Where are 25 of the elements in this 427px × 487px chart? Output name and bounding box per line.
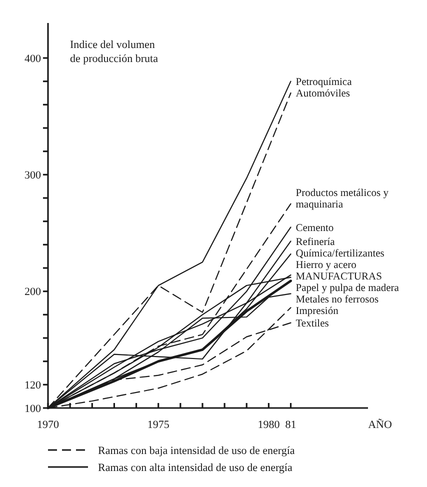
x-tick-label: 1980 bbox=[258, 419, 280, 431]
x-tick-label: 81 bbox=[285, 419, 296, 431]
y-tick-label: 120 bbox=[24, 380, 42, 392]
x-tick-label: 1970 bbox=[37, 419, 60, 431]
series-label: MANUFACTURAS bbox=[296, 271, 382, 282]
series-label: Productos metálicos y maquinaria bbox=[296, 188, 390, 211]
series-label: Refinería bbox=[296, 236, 336, 248]
x-tick-label: 1975 bbox=[147, 419, 170, 431]
series-label: Papel y pulpa de madera bbox=[296, 282, 400, 294]
y-tick-label: 300 bbox=[24, 170, 42, 182]
series-label: Metales no ferrosos bbox=[296, 294, 379, 306]
x-axis-title: AÑO bbox=[368, 418, 392, 431]
series-label: Automóviles bbox=[296, 88, 350, 100]
series-label: Cemento bbox=[296, 222, 334, 234]
series-label: Hierro y acero bbox=[296, 260, 356, 271]
y-tick-label: 200 bbox=[24, 286, 42, 298]
text: Ramas con alta intensidad de uso de energía bbox=[98, 462, 292, 474]
text: Ramas con baja intensidad de uso de energía bbox=[98, 444, 295, 457]
y-tick-label: 400 bbox=[24, 52, 42, 65]
series-label: Textiles bbox=[296, 318, 329, 330]
series-label: Petroquímica bbox=[296, 77, 352, 88]
series-label: Impresión bbox=[296, 306, 340, 317]
y-axis-title: Indice del volumen de producción bruta bbox=[70, 39, 158, 65]
y-tick-label: 100 bbox=[24, 402, 42, 415]
series-label: Química/fertilizantes bbox=[296, 248, 384, 260]
